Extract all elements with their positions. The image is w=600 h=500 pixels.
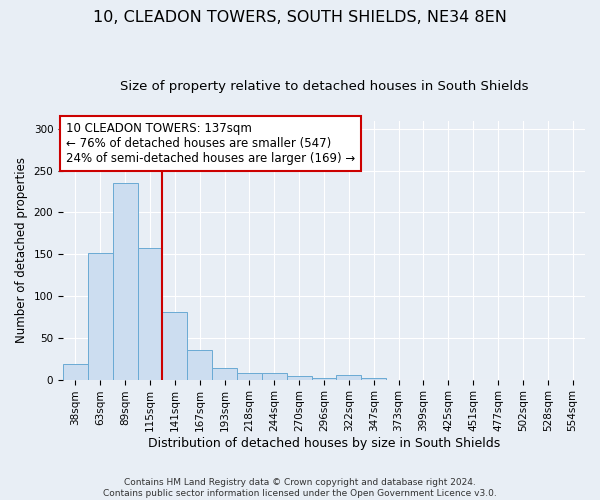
Bar	[63, 364, 88, 380]
Title: Size of property relative to detached houses in South Shields: Size of property relative to detached ho…	[120, 80, 528, 93]
Bar	[163, 312, 187, 380]
Y-axis label: Number of detached properties: Number of detached properties	[15, 157, 28, 343]
Text: Contains HM Land Registry data © Crown copyright and database right 2024.
Contai: Contains HM Land Registry data © Crown c…	[103, 478, 497, 498]
Bar	[237, 373, 262, 380]
Bar	[113, 183, 137, 380]
Bar	[262, 373, 287, 380]
Text: 10, CLEADON TOWERS, SOUTH SHIELDS, NE34 8EN: 10, CLEADON TOWERS, SOUTH SHIELDS, NE34 …	[93, 10, 507, 25]
Bar	[137, 248, 163, 380]
Text: 10 CLEADON TOWERS: 137sqm
← 76% of detached houses are smaller (547)
24% of semi: 10 CLEADON TOWERS: 137sqm ← 76% of detac…	[65, 122, 355, 165]
Bar	[311, 378, 337, 380]
Bar	[187, 350, 212, 380]
Bar	[287, 376, 311, 380]
X-axis label: Distribution of detached houses by size in South Shields: Distribution of detached houses by size …	[148, 437, 500, 450]
Bar	[88, 254, 113, 380]
Bar	[212, 368, 237, 380]
Bar	[337, 376, 361, 380]
Bar	[361, 378, 386, 380]
